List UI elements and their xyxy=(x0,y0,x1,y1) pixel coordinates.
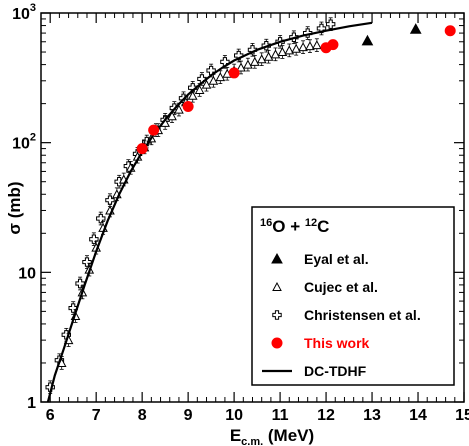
y-tick-exponent: 2 xyxy=(30,132,36,144)
x-axis-title-subscript: c.m. xyxy=(241,436,263,446)
data-point xyxy=(75,278,85,289)
x-axis-ticks xyxy=(49,13,465,402)
data-point xyxy=(82,257,92,267)
data-point xyxy=(228,67,240,79)
data-point xyxy=(188,83,198,93)
y-tick-base: 10 xyxy=(12,6,30,23)
legend-entry: Christensen et al. xyxy=(272,307,421,323)
x-tick-label: 6 xyxy=(46,407,55,424)
y-tick-label: 1 xyxy=(27,395,36,412)
x-axis-title: Ec.m. (MeV) xyxy=(230,426,314,446)
y-axis-ticks xyxy=(41,12,464,403)
data-point xyxy=(327,39,339,51)
data-point xyxy=(243,59,253,69)
legend-swatch xyxy=(271,337,283,349)
data-point xyxy=(234,50,244,61)
x-tick-label: 14 xyxy=(409,407,427,424)
legend-label: Eyal et al. xyxy=(304,251,369,267)
data-point xyxy=(298,42,308,52)
data-point xyxy=(249,56,260,66)
data-point xyxy=(201,79,212,89)
data-point xyxy=(174,104,184,114)
legend-title-mass-number: 12 xyxy=(305,217,317,229)
y-tick-base: 1 xyxy=(27,395,36,412)
legend-title-text: C xyxy=(317,217,329,236)
data-point xyxy=(96,213,106,224)
x-axis-title-main: E xyxy=(230,426,241,445)
legend-title: 16O + 12C xyxy=(260,217,329,236)
x-tick-label: 11 xyxy=(272,407,289,424)
data-point xyxy=(263,51,274,61)
data-point xyxy=(305,41,315,51)
x-tick-label: 10 xyxy=(225,407,243,424)
legend-swatch xyxy=(271,252,283,264)
legend-title-text: O + xyxy=(272,217,305,236)
series-eyal-et-al xyxy=(361,23,422,46)
y-tick-label: 103 xyxy=(12,2,36,23)
y-tick-label: 10 xyxy=(18,265,36,282)
legend-entry: DC-TDHF xyxy=(262,363,367,379)
legend-swatch xyxy=(272,281,282,291)
legend-entry: Eyal et al. xyxy=(271,251,369,267)
data-point xyxy=(215,72,226,82)
y-tick-exponent: 3 xyxy=(30,2,36,14)
x-axis-tick-labels: 6 7 8 9 10 11 12 13 14 15 xyxy=(46,407,469,424)
data-point xyxy=(187,90,198,100)
data-point xyxy=(194,84,205,94)
data-point xyxy=(208,75,219,85)
curve-dc-tdhf xyxy=(46,21,373,403)
data-point xyxy=(89,234,99,244)
legend-entry: This work xyxy=(271,335,370,351)
data-point xyxy=(312,40,322,50)
data-point xyxy=(277,46,288,57)
x-tick-label: 15 xyxy=(455,407,469,424)
x-axis-title-unit: (MeV) xyxy=(263,426,314,445)
data-point xyxy=(444,25,456,37)
x-tick-label: 9 xyxy=(184,407,193,424)
series-this-work xyxy=(136,25,456,155)
y-axis-title: σ (mb) xyxy=(5,181,24,234)
legend-swatch xyxy=(272,310,282,320)
x-tick-label: 12 xyxy=(317,407,335,424)
data-point xyxy=(409,23,422,34)
legend-label: Christensen et al. xyxy=(304,307,421,323)
legend-label: Cujec et al. xyxy=(304,279,378,295)
data-point xyxy=(316,23,327,34)
data-point xyxy=(291,43,302,53)
series-dc-tdhf xyxy=(46,21,373,403)
data-point xyxy=(284,45,295,55)
data-point xyxy=(325,19,336,29)
legend-title-mass-number: 16 xyxy=(260,217,272,229)
data-point xyxy=(361,34,374,46)
data-point xyxy=(256,54,267,64)
x-tick-label: 7 xyxy=(92,407,101,424)
legend-items: Eyal et al. Cujec et al. Christensen et al… xyxy=(262,251,421,379)
x-tick-label: 8 xyxy=(138,407,147,424)
legend-label: This work xyxy=(304,335,370,351)
data-point xyxy=(302,28,313,38)
legend-box xyxy=(251,206,455,386)
data-point xyxy=(136,143,148,155)
data-point xyxy=(148,124,160,136)
legend-label: DC-TDHF xyxy=(304,363,367,379)
data-point xyxy=(236,62,246,72)
legend: 16O + 12C Eyal et al. Cujec et al. Christe… xyxy=(251,206,455,386)
legend-entry: Cujec et al. xyxy=(272,279,378,295)
data-point xyxy=(247,45,258,55)
data-point xyxy=(270,49,281,59)
data-point xyxy=(197,74,207,84)
series-layer xyxy=(45,17,456,403)
y-tick-label: 102 xyxy=(12,132,36,153)
data-point xyxy=(167,111,177,121)
y-tick-base: 10 xyxy=(12,136,30,153)
x-tick-label: 13 xyxy=(363,407,381,424)
data-point xyxy=(182,101,194,113)
y-tick-base: 10 xyxy=(18,265,36,282)
